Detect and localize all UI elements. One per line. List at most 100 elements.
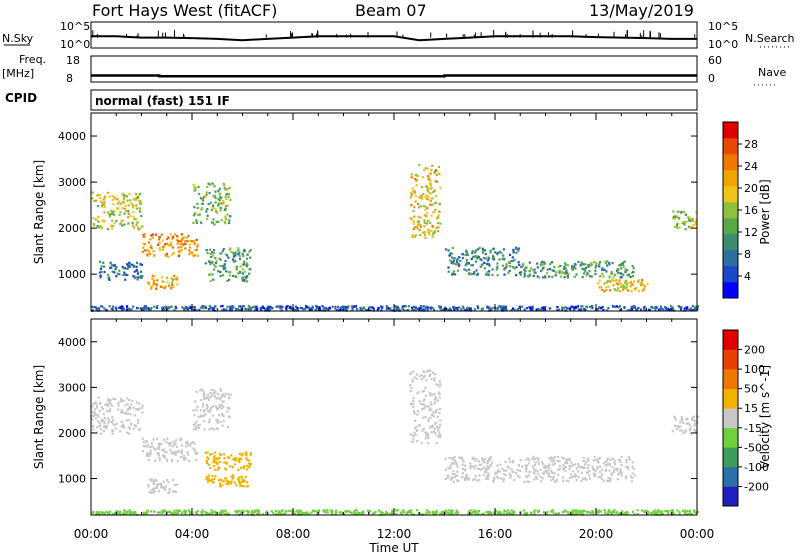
echo-cell: [661, 510, 664, 513]
echo-cell: [496, 251, 499, 255]
echo-cell: [414, 173, 417, 177]
echo-cell: [587, 265, 590, 268]
echo-cell: [413, 206, 416, 209]
echo-cell: [651, 306, 654, 309]
echo-cell: [189, 512, 192, 515]
echo-cell: [96, 414, 99, 417]
echo-cell: [207, 182, 210, 185]
echo-cell: [102, 413, 105, 416]
echo-cell: [384, 512, 387, 515]
echo-cell: [245, 509, 248, 512]
echo-cell: [411, 306, 414, 309]
echo-cell: [101, 204, 104, 207]
echo-cell: [581, 511, 584, 514]
echo-cell: [125, 195, 128, 198]
echo-cell: [228, 186, 231, 189]
echo-cell: [132, 210, 135, 214]
echo-cell: [633, 513, 636, 516]
echo-cell: [101, 305, 104, 308]
echo-cell: [582, 477, 585, 480]
echo-cell: [586, 272, 589, 275]
echo-cell: [245, 454, 248, 457]
echo-cell: [245, 485, 248, 488]
echo-cell: [519, 459, 522, 462]
echo-cell: [482, 467, 485, 470]
echo-cell: [192, 254, 195, 257]
echo-cell: [351, 308, 354, 312]
echo-cell: [435, 383, 438, 386]
echo-cell: [422, 390, 425, 393]
echo-cell: [203, 420, 206, 423]
echo-cell: [146, 452, 149, 455]
echo-cell: [592, 459, 595, 462]
echo-cell: [595, 511, 599, 514]
echo-cell: [595, 459, 598, 462]
echo-cell: [218, 460, 221, 464]
echo-cell: [132, 206, 135, 209]
echo-cell: [523, 309, 526, 312]
echo-cell: [171, 246, 175, 249]
echo-cell: [415, 373, 418, 376]
echo-cell: [204, 306, 208, 310]
echo-cell: [359, 308, 362, 311]
echo-cell: [132, 264, 136, 267]
echo-cell: [492, 254, 495, 257]
echo-cell: [504, 460, 507, 463]
echo-cell: [135, 223, 138, 226]
echo-cell: [417, 223, 420, 226]
echo-cell: [140, 406, 144, 410]
colorbar-segment: [723, 154, 738, 171]
echo-cell: [491, 306, 494, 309]
echo-cell: [626, 309, 629, 312]
echo-cell: [450, 511, 453, 514]
echo-cell: [204, 262, 207, 265]
echo-cell: [636, 308, 639, 311]
echo-cell: [123, 223, 126, 226]
echo-cell: [238, 479, 241, 482]
echo-cell: [237, 249, 240, 252]
echo-cell: [598, 286, 602, 289]
echo-cell: [157, 446, 160, 449]
echo-cell: [637, 290, 640, 293]
echo-cell: [189, 444, 192, 447]
echo-cell: [218, 482, 222, 485]
echo-cell: [110, 421, 113, 424]
colorbar-segment: [723, 408, 738, 429]
echo-cell: [511, 256, 514, 259]
echo-cell: [609, 459, 612, 462]
echo-cell: [287, 510, 290, 513]
echo-cell: [646, 512, 649, 515]
echo-cell: [688, 509, 691, 512]
echo-cell: [97, 415, 100, 418]
echo-cell: [265, 510, 268, 513]
echo-cell: [525, 476, 528, 479]
echo-cell: [435, 425, 438, 428]
echo-cell: [565, 269, 568, 272]
y-tick-label: 3000: [58, 176, 86, 189]
echo-cell: [679, 211, 682, 214]
echo-cell: [217, 466, 220, 469]
echo-cell: [205, 396, 208, 399]
echo-cell: [165, 306, 168, 309]
power-xticks: [90, 113, 698, 311]
echo-cell: [230, 454, 233, 457]
echo-cell: [418, 206, 421, 209]
echo-cell: [257, 513, 260, 516]
echo-cell: [522, 509, 525, 512]
echo-cell: [133, 424, 136, 427]
echo-cell: [304, 307, 307, 310]
echo-cell: [674, 214, 677, 217]
echo-cell: [175, 445, 179, 448]
echo-cell: [187, 453, 190, 456]
echo-cell: [429, 407, 432, 410]
echo-cell: [389, 307, 392, 310]
echo-cell: [195, 459, 198, 462]
echo-cell: [149, 285, 153, 288]
echo-cell: [585, 460, 588, 463]
echo-cell: [217, 270, 220, 273]
echo-cell: [497, 477, 500, 480]
echo-cell: [617, 306, 620, 309]
echo-cell: [419, 224, 422, 227]
echo-cell: [665, 509, 669, 512]
echo-cell: [185, 441, 188, 444]
